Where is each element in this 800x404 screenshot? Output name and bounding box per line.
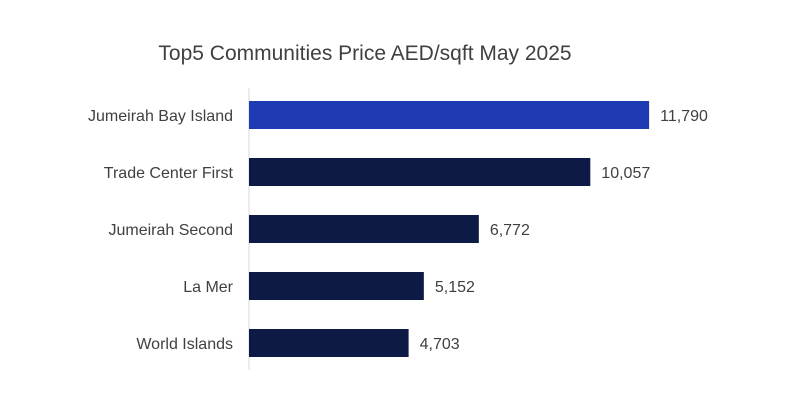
value-label: 4,703 <box>420 336 460 353</box>
category-label: World Islands <box>136 336 233 353</box>
value-label: 6,772 <box>490 222 530 239</box>
bar-jumeirah-second <box>249 215 479 243</box>
value-label: 10,057 <box>601 165 650 182</box>
category-label: Jumeirah Bay Island <box>88 108 233 125</box>
bars-group: Jumeirah Bay Island 11,790 Trade Center Fi… <box>88 101 708 357</box>
category-label: La Mer <box>183 279 233 296</box>
bar-trade-center-first <box>249 158 591 186</box>
value-label: 11,790 <box>660 108 708 125</box>
chart-title: Top5 Communities Price AED/sqft May 2025 <box>158 42 571 65</box>
category-label: Trade Center First <box>104 165 234 182</box>
bar-jumeirah-bay-island <box>249 101 650 129</box>
bar-world-islands <box>249 329 409 357</box>
value-label: 5,152 <box>435 279 475 296</box>
bar-la-mer <box>249 272 424 300</box>
category-label: Jumeirah Second <box>108 222 233 239</box>
